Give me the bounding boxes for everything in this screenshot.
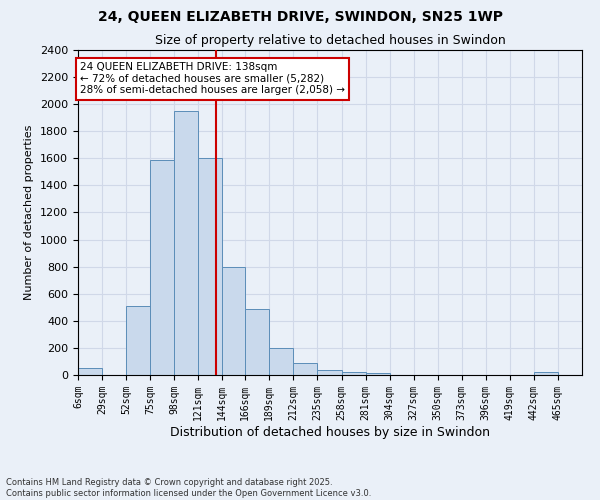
Bar (341, 372, 365, 375)
Bar (269, 348, 293, 375)
Bar (78, 368, 102, 375)
Bar (317, 370, 341, 375)
Bar (534, 372, 558, 375)
Text: 24 QUEEN ELIZABETH DRIVE: 138sqm
← 72% of detached houses are smaller (5,282)
28: 24 QUEEN ELIZABETH DRIVE: 138sqm ← 72% o… (80, 62, 345, 96)
Bar (174, 111, 198, 375)
Y-axis label: Number of detached properties: Number of detached properties (25, 125, 34, 300)
Bar (293, 364, 317, 375)
Bar (150, 160, 174, 375)
Bar (245, 308, 269, 375)
Bar (126, 306, 150, 375)
Bar (222, 266, 245, 375)
Text: Contains HM Land Registry data © Crown copyright and database right 2025.
Contai: Contains HM Land Registry data © Crown c… (6, 478, 371, 498)
X-axis label: Distribution of detached houses by size in Swindon: Distribution of detached houses by size … (170, 426, 490, 438)
Bar (198, 158, 222, 375)
Text: 24, QUEEN ELIZABETH DRIVE, SWINDON, SN25 1WP: 24, QUEEN ELIZABETH DRIVE, SWINDON, SN25… (97, 10, 503, 24)
Bar (365, 373, 389, 375)
Title: Size of property relative to detached houses in Swindon: Size of property relative to detached ho… (155, 34, 505, 48)
